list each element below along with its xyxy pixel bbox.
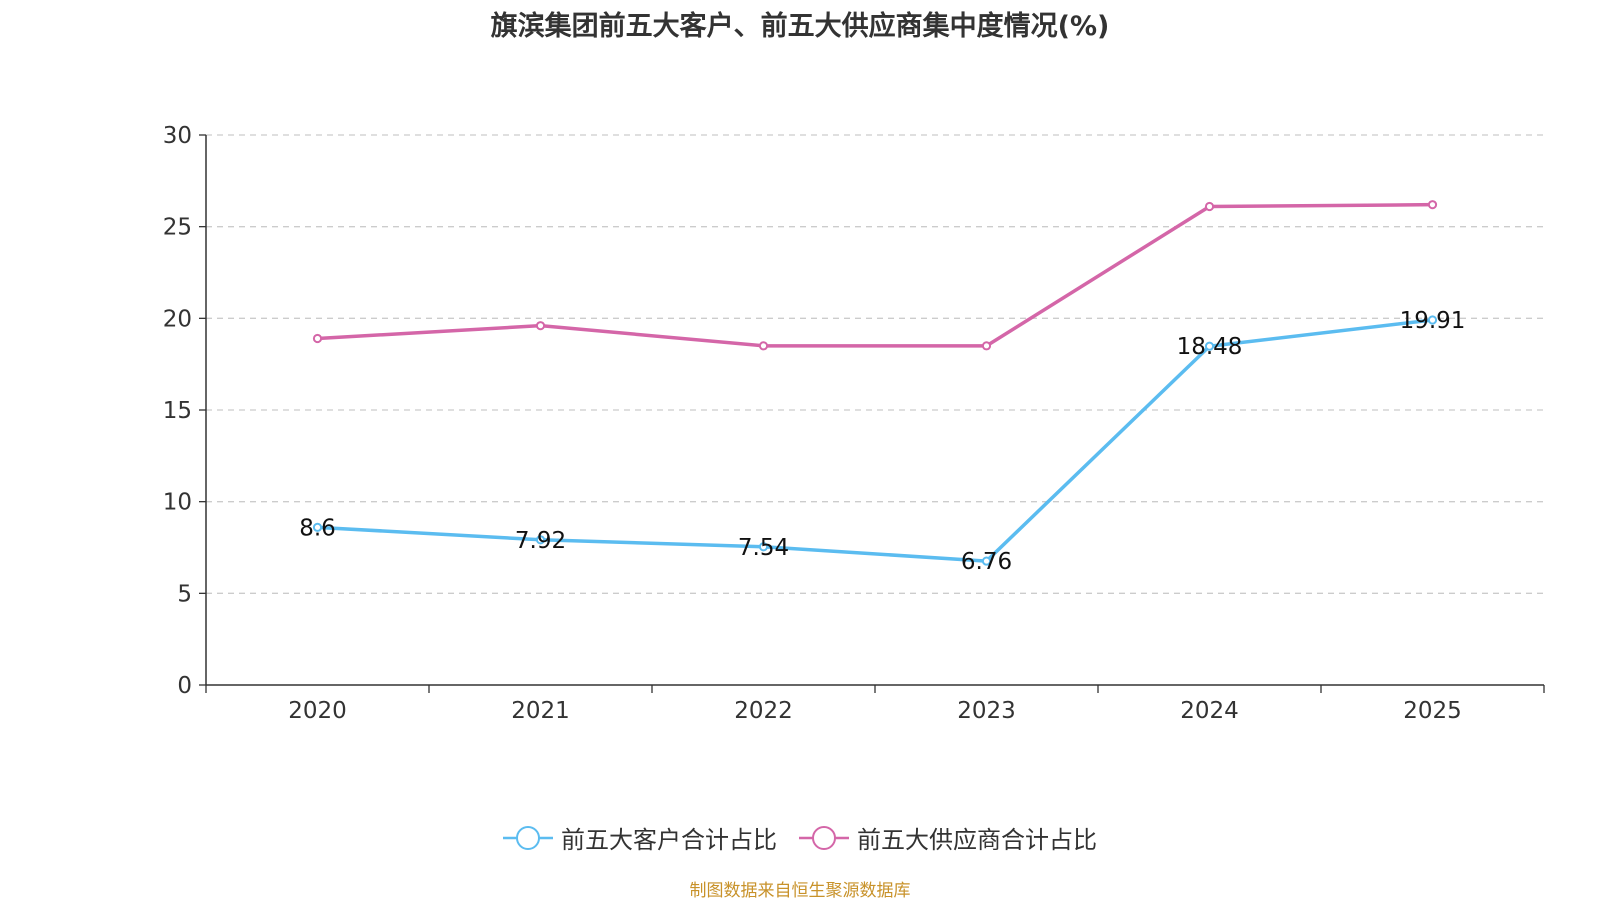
- chart-title: 旗滨集团前五大客户、前五大供应商集中度情况(%): [490, 11, 1110, 42]
- x-tick-label-2021: 2021: [511, 698, 570, 724]
- y-tick-label-20: 20: [163, 306, 192, 332]
- series: [312, 200, 1438, 566]
- data-label-s0-2020: 8.6: [299, 515, 336, 541]
- data-label-s0-2022: 7.54: [738, 535, 789, 561]
- legend-item-suppliers[interactable]: 前五大供应商合计占比: [799, 820, 1097, 855]
- series-line-0: [317, 318, 1433, 563]
- y-tick-label-5: 5: [177, 581, 192, 607]
- point-s0-2020: [312, 522, 323, 532]
- data-label-s0-2024: 18.48: [1177, 334, 1243, 360]
- source-note: 制图数据来自恒生聚源数据库: [689, 881, 911, 901]
- data-label-s0-2021: 7.92: [515, 528, 566, 554]
- grid-lines: [206, 134, 1544, 594]
- y-tick-label-10: 10: [163, 490, 192, 516]
- y-tick-label-15: 15: [163, 398, 192, 424]
- point-s1-2020: [312, 333, 323, 344]
- series-line-1: [317, 202, 1433, 348]
- point-s1-2021: [535, 321, 546, 331]
- legend-item-customers[interactable]: 前五大客户合计占比: [503, 820, 777, 855]
- x-tick-label-2025: 2025: [1403, 698, 1462, 724]
- point-s1-2024: [1204, 201, 1215, 212]
- data-label-s0-2023: 6.76: [961, 549, 1012, 575]
- point-s0-2025: [1427, 315, 1438, 325]
- point-s0-2022: [758, 542, 769, 552]
- point-s1-2025: [1427, 200, 1438, 210]
- legend: 前五大客户合计占比 前五大供应商合计占比: [0, 820, 1600, 855]
- x-tick-label-2020: 2020: [288, 698, 347, 724]
- point-s0-2021: [535, 535, 546, 545]
- legend-suppliers-label: 前五大供应商合计占比: [857, 826, 1097, 854]
- x-tick-label-2022: 2022: [734, 698, 793, 724]
- y-tick-label-30: 30: [163, 123, 192, 149]
- x-tick-label-2024: 2024: [1180, 698, 1239, 724]
- data-label-s0-2025: 19.91: [1400, 308, 1466, 334]
- point-s0-2023: [981, 556, 992, 566]
- x-tick-label-2023: 2023: [957, 698, 1016, 724]
- y-tick-label-25: 25: [163, 215, 192, 241]
- data-labels: 8.6 7.92 7.54 6.76 18.48 19.91: [299, 308, 1465, 575]
- point-s1-2022: [758, 341, 769, 351]
- legend-customers-label: 前五大客户合计占比: [561, 826, 777, 854]
- y-tick-label-0: 0: [177, 673, 192, 699]
- legend-suppliers-icon: [799, 825, 849, 850]
- point-s1-2023: [981, 341, 992, 351]
- legend-customers-icon: [503, 825, 553, 850]
- point-s0-2024: [1204, 341, 1215, 351]
